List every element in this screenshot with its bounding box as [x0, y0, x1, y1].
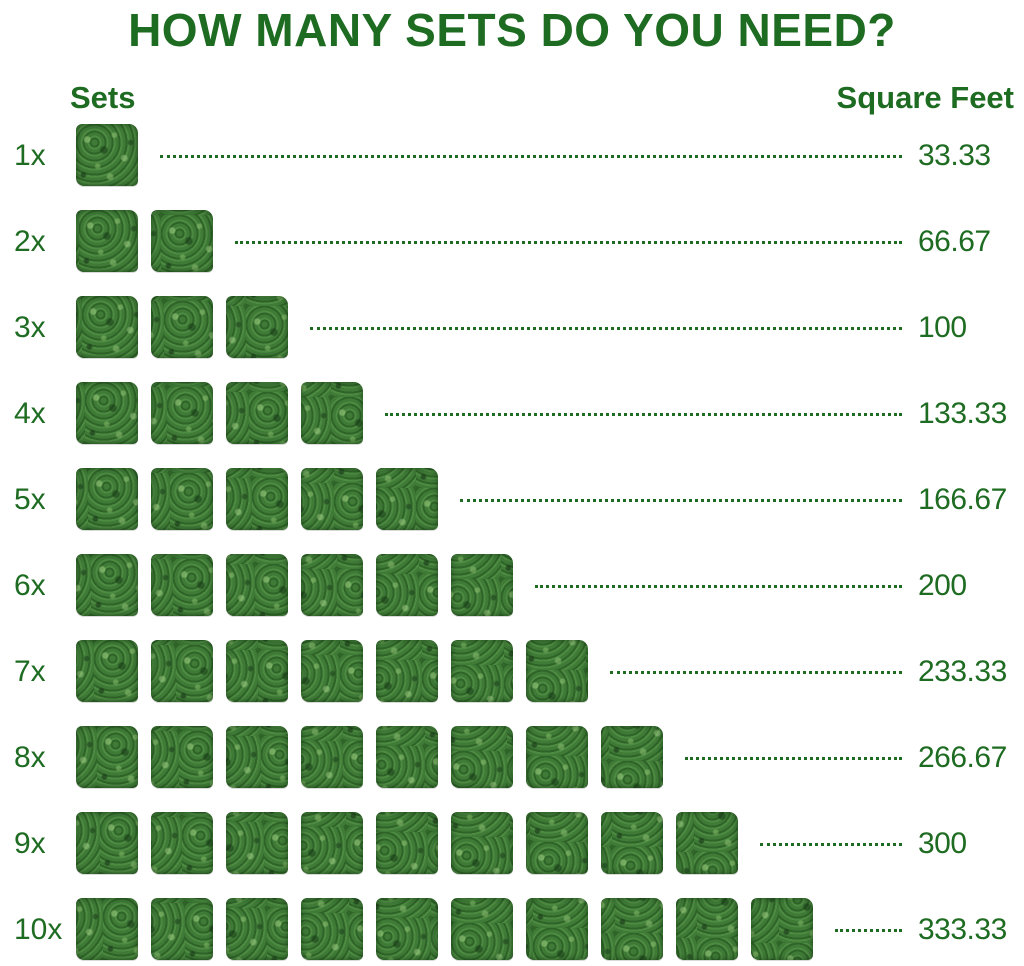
boxwood-panel-icon — [76, 124, 138, 186]
dotted-leader — [835, 929, 902, 932]
set-count-label: 9x — [14, 827, 46, 860]
boxwood-panel-icon — [376, 726, 438, 788]
set-count-label: 8x — [14, 741, 46, 774]
boxwood-panel-icon — [376, 898, 438, 960]
boxwood-panel-icon — [151, 898, 213, 960]
square-feet-value: 300 — [918, 827, 967, 860]
boxwood-panel-icon — [76, 726, 138, 788]
boxwood-panel-icon — [76, 898, 138, 960]
dotted-leader — [760, 843, 902, 846]
boxwood-panel-icon — [301, 382, 363, 444]
boxwood-panel-icon — [151, 210, 213, 272]
table-row: 6x 200 — [0, 554, 1024, 618]
boxwood-panel-icon — [151, 640, 213, 702]
boxwood-panel-icon — [601, 812, 663, 874]
set-count-label: 10x — [14, 913, 63, 946]
set-count-label: 5x — [14, 483, 46, 516]
boxwood-panel-icon — [301, 726, 363, 788]
table-row: 7x 233.33 — [0, 640, 1024, 704]
square-feet-value: 133.33 — [918, 397, 1007, 430]
square-feet-column-header: Square Feet — [836, 80, 1014, 115]
boxwood-panel-icon — [226, 296, 288, 358]
square-feet-value: 200 — [918, 569, 967, 602]
table-row: 9x 300 — [0, 812, 1024, 876]
boxwood-panel-icon — [76, 296, 138, 358]
square-feet-value: 166.67 — [918, 483, 1007, 516]
dotted-leader — [235, 241, 902, 244]
boxwood-panel-icon — [301, 640, 363, 702]
table-row: 2x 66.67 — [0, 210, 1024, 274]
boxwood-panel-icon — [76, 468, 138, 530]
sets-column-header: Sets — [70, 80, 136, 115]
boxwood-panel-icon — [226, 382, 288, 444]
boxwood-panel-icon — [526, 812, 588, 874]
boxwood-panel-icon — [226, 640, 288, 702]
boxwood-panel-icon — [226, 812, 288, 874]
boxwood-panel-icon — [376, 812, 438, 874]
dotted-leader — [310, 327, 902, 330]
boxwood-panel-icon — [526, 726, 588, 788]
boxwood-panel-icon — [601, 898, 663, 960]
boxwood-panel-icon — [301, 554, 363, 616]
set-count-label: 3x — [14, 311, 46, 344]
boxwood-panel-icon — [76, 382, 138, 444]
boxwood-panel-icon — [451, 554, 513, 616]
square-feet-value: 266.67 — [918, 741, 1007, 774]
boxwood-panel-icon — [151, 812, 213, 874]
boxwood-panel-icon — [451, 726, 513, 788]
boxwood-panel-icon — [151, 554, 213, 616]
table-row: 8x 266.67 — [0, 726, 1024, 790]
boxwood-panel-icon — [76, 554, 138, 616]
boxwood-panel-icon — [676, 812, 738, 874]
boxwood-panel-icon — [526, 640, 588, 702]
square-feet-value: 333.33 — [918, 913, 1007, 946]
boxwood-panel-icon — [451, 898, 513, 960]
square-feet-value: 66.67 — [918, 225, 991, 258]
table-row: 5x 166.67 — [0, 468, 1024, 532]
dotted-leader — [160, 155, 902, 158]
dotted-leader — [685, 757, 902, 760]
set-count-label: 4x — [14, 397, 46, 430]
boxwood-panel-icon — [151, 296, 213, 358]
page-title: HOW MANY SETS DO YOU NEED? — [128, 4, 896, 56]
set-count-label: 1x — [14, 139, 46, 172]
square-feet-value: 100 — [918, 311, 967, 344]
boxwood-panel-icon — [226, 726, 288, 788]
boxwood-panel-icon — [451, 812, 513, 874]
table-row: 1x 33.33 — [0, 124, 1024, 188]
boxwood-panel-icon — [376, 554, 438, 616]
dotted-leader — [610, 671, 902, 674]
boxwood-panel-icon — [376, 640, 438, 702]
boxwood-panel-icon — [376, 468, 438, 530]
dotted-leader — [460, 499, 902, 502]
set-count-label: 7x — [14, 655, 46, 688]
square-feet-value: 33.33 — [918, 139, 991, 172]
boxwood-panel-icon — [601, 726, 663, 788]
set-count-label: 2x — [14, 225, 46, 258]
boxwood-panel-icon — [76, 640, 138, 702]
dotted-leader — [385, 413, 902, 416]
boxwood-panel-icon — [151, 468, 213, 530]
boxwood-panel-icon — [151, 382, 213, 444]
table-row: 4x 133.33 — [0, 382, 1024, 446]
boxwood-panel-icon — [301, 468, 363, 530]
boxwood-panel-icon — [151, 726, 213, 788]
boxwood-panel-icon — [76, 812, 138, 874]
boxwood-panel-icon — [301, 898, 363, 960]
boxwood-panel-icon — [301, 812, 363, 874]
set-count-label: 6x — [14, 569, 46, 602]
square-feet-value: 233.33 — [918, 655, 1007, 688]
table-row: 10x 333.33 — [0, 898, 1024, 962]
table-row: 3x 100 — [0, 296, 1024, 360]
boxwood-panel-icon — [751, 898, 813, 960]
boxwood-panel-icon — [226, 554, 288, 616]
boxwood-panel-icon — [676, 898, 738, 960]
boxwood-panel-icon — [451, 640, 513, 702]
boxwood-panel-icon — [226, 898, 288, 960]
dotted-leader — [535, 585, 902, 588]
boxwood-panel-icon — [76, 210, 138, 272]
boxwood-panel-icon — [226, 468, 288, 530]
boxwood-panel-icon — [526, 898, 588, 960]
